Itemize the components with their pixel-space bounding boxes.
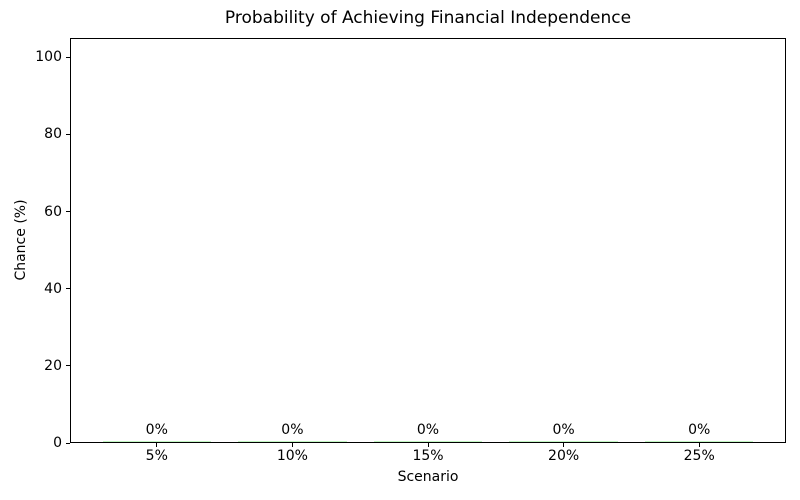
y-tick-label: 60 <box>44 203 62 220</box>
bar-value-label: 0% <box>552 422 575 438</box>
x-tick-label: 10% <box>276 448 308 464</box>
x-tick-mark <box>563 443 565 447</box>
x-axis-label: Scenario <box>397 469 459 485</box>
y-tick-mark <box>66 133 70 135</box>
x-tick-label: 20% <box>548 448 580 464</box>
y-tick-mark <box>66 56 70 58</box>
x-tick-mark <box>156 443 158 447</box>
y-tick-label: 40 <box>44 280 62 297</box>
chart-title: Probability of Achieving Financial Indep… <box>224 8 632 28</box>
x-tick-label: 5% <box>145 448 168 464</box>
y-tick-label: 80 <box>44 126 62 143</box>
bar-value-label: 0% <box>688 422 711 438</box>
y-tick-label: 0 <box>53 435 62 451</box>
y-tick-mark <box>66 365 70 367</box>
plot-area <box>70 38 786 443</box>
bar-value-label: 0% <box>281 422 304 438</box>
y-tick-mark <box>66 288 70 290</box>
x-tick-label: 25% <box>683 448 715 464</box>
bar <box>509 441 618 442</box>
x-tick-label: 15% <box>412 448 444 464</box>
y-tick-label: 100 <box>35 49 62 66</box>
y-tick-mark <box>66 211 70 213</box>
bar <box>238 441 347 442</box>
y-tick-mark <box>66 442 70 444</box>
bar <box>644 441 754 442</box>
x-tick-mark <box>291 443 293 447</box>
x-tick-mark <box>698 443 700 447</box>
y-tick-label: 20 <box>44 357 62 374</box>
bar <box>102 441 212 442</box>
bar-value-label: 0% <box>145 422 168 438</box>
x-tick-mark <box>427 443 429 447</box>
bar <box>373 441 483 442</box>
bar-value-label: 0% <box>416 422 440 438</box>
